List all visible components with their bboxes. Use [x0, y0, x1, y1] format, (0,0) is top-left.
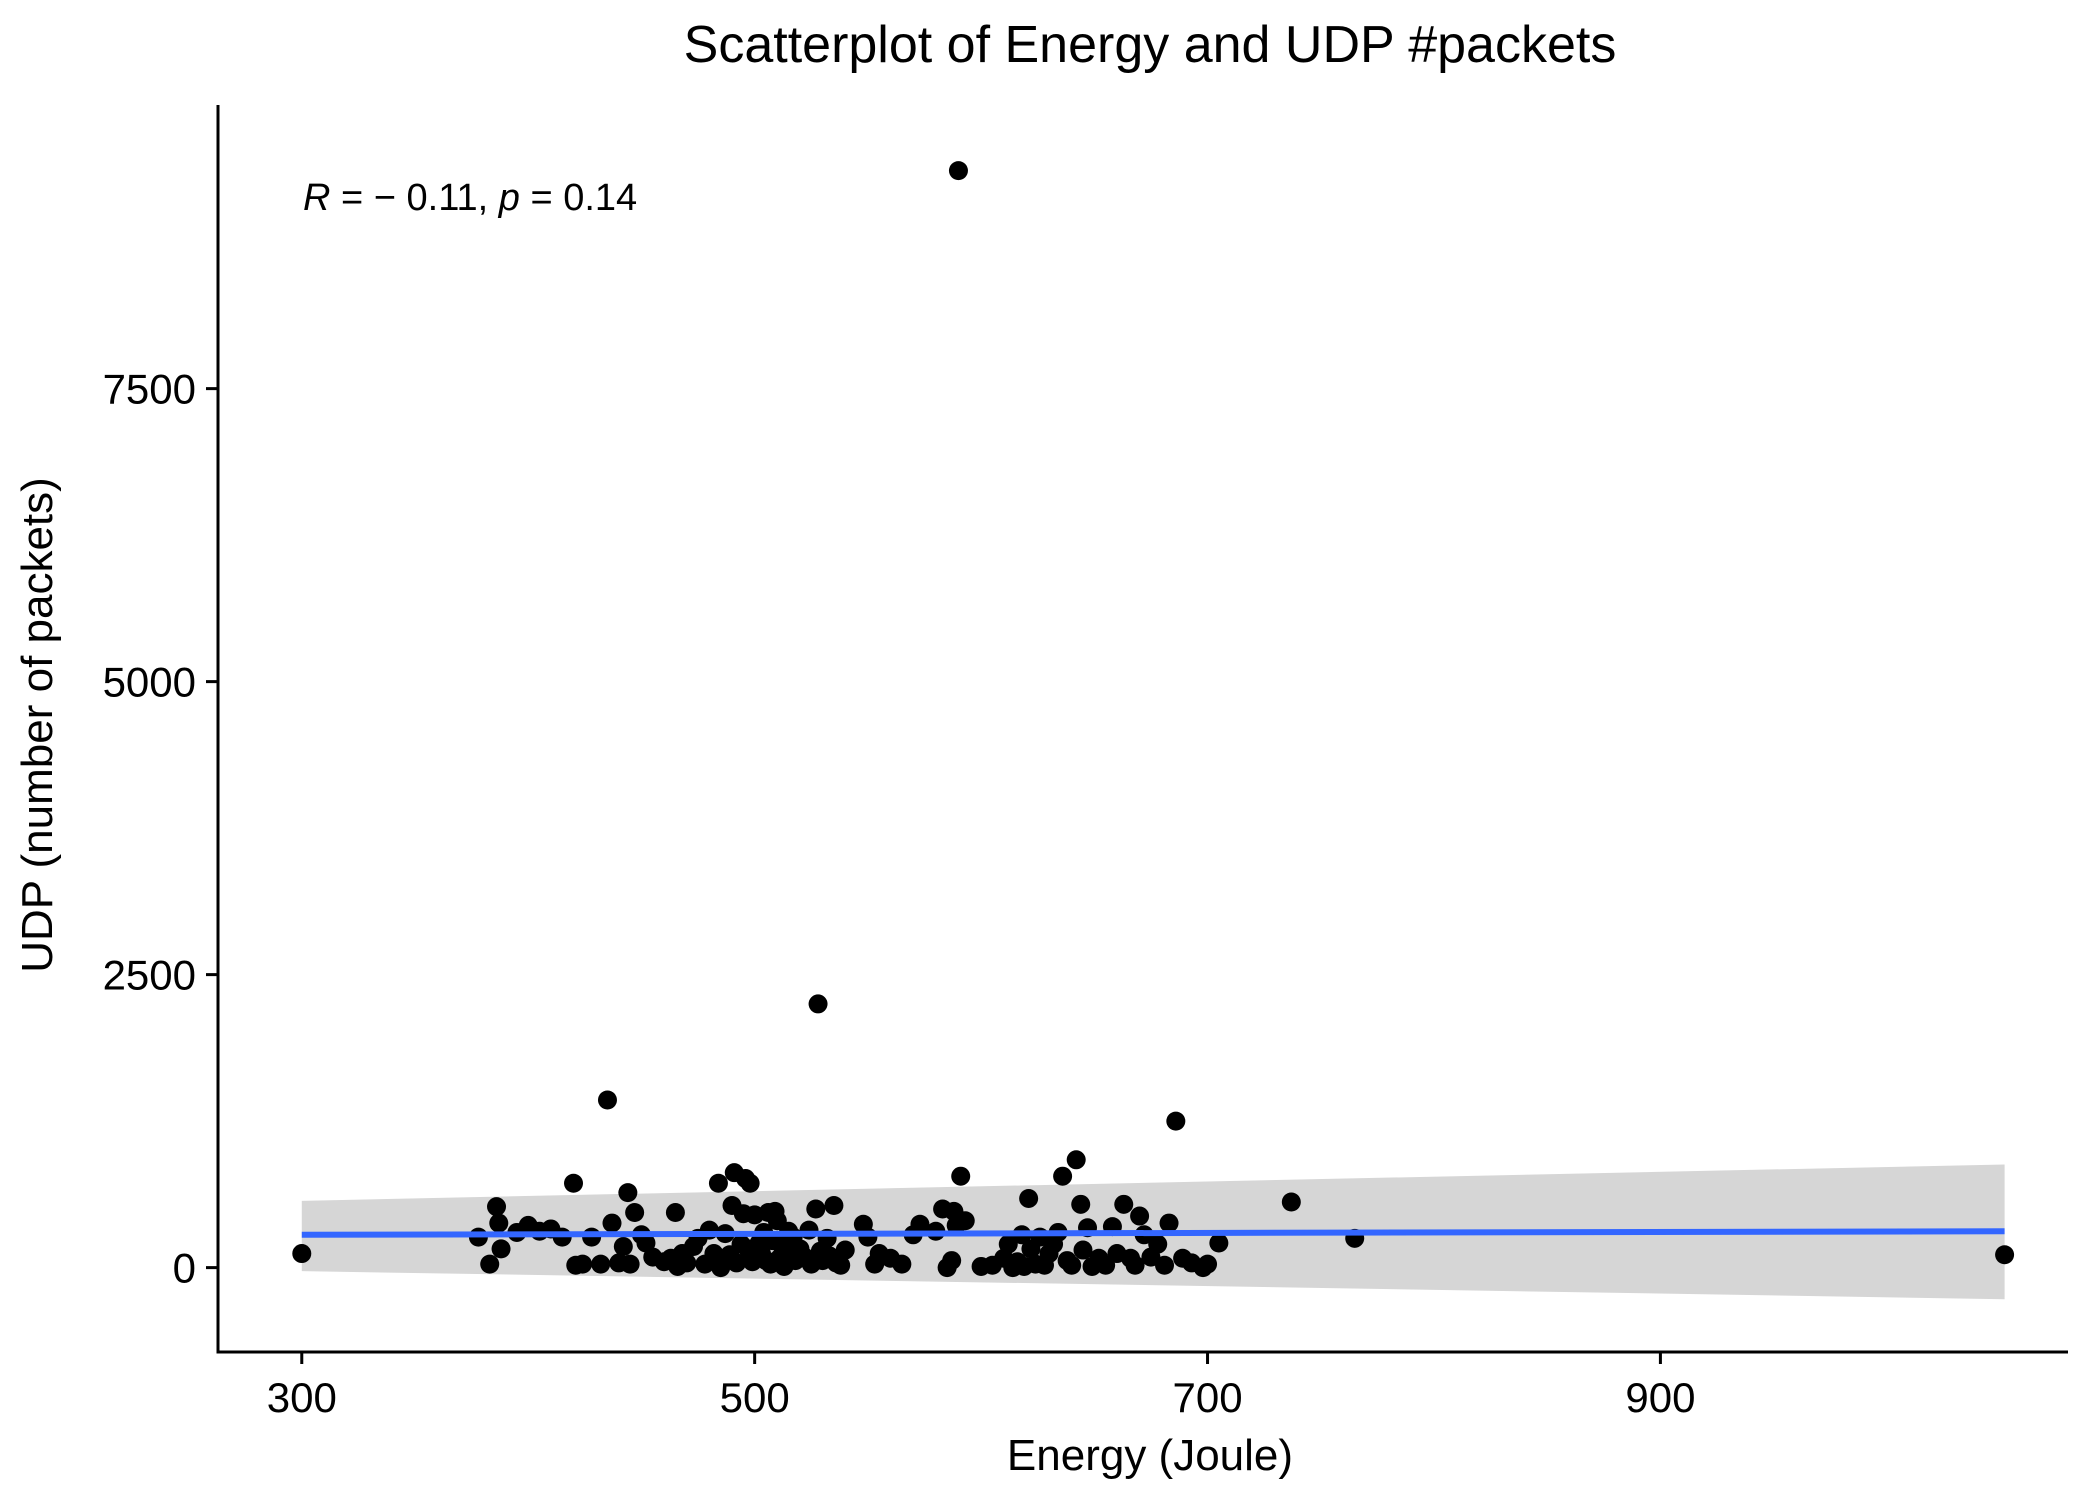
data-point-79 [831, 1255, 851, 1275]
data-point-139 [1198, 1254, 1218, 1274]
y-axis-ticks: 0 2500 5000 7500 [103, 366, 218, 1292]
regression-line [301, 1228, 2005, 1238]
data-point-15 [591, 1254, 611, 1274]
data-point-71 [806, 1199, 826, 1219]
data-point-117 [1066, 1150, 1086, 1170]
p-value: = 0.14 [520, 177, 637, 219]
data-point-0 [292, 1244, 312, 1264]
x-tick-label-500: 500 [720, 1374, 790, 1421]
data-point-116 [1062, 1255, 1082, 1275]
data-point-48 [740, 1173, 760, 1193]
data-point-140 [1209, 1233, 1229, 1253]
chart-title: Scatterplot of Energy and UDP #packets [684, 16, 1617, 74]
data-point-123 [1096, 1255, 1116, 1275]
data-point-5 [491, 1239, 511, 1259]
y-tick-label-0: 0 [173, 1245, 196, 1292]
data-point-43 [727, 1253, 747, 1273]
data-point-114 [1053, 1166, 1073, 1186]
data-point-129 [1130, 1206, 1150, 1226]
data-point-101 [998, 1234, 1018, 1254]
r-value: = − 0.11, [330, 177, 498, 219]
data-point-24 [636, 1233, 656, 1253]
data-point-22 [625, 1203, 645, 1223]
data-point-11 [564, 1173, 584, 1193]
x-axis-title: Energy (Joule) [1007, 1431, 1293, 1480]
data-point-16 [597, 1090, 617, 1110]
x-tick-label-300: 300 [267, 1374, 337, 1421]
data-point-80 [835, 1240, 855, 1260]
y-axis-title: UDP (number of packets) [13, 477, 62, 973]
p-symbol: p [498, 177, 520, 219]
data-point-21 [620, 1254, 640, 1274]
y-tick-label-2500: 2500 [103, 952, 196, 999]
data-point-118 [1071, 1194, 1091, 1214]
data-point-96 [951, 1166, 971, 1186]
plot-area [292, 161, 2015, 1300]
data-point-36 [704, 1244, 724, 1264]
x-axis-ticks: 300 500 700 900 [267, 1352, 1695, 1421]
y-tick-label-5000: 5000 [103, 659, 196, 706]
data-point-31 [677, 1253, 697, 1273]
correlation-annotation: R = − 0.11, p = 0.14 [303, 177, 637, 219]
data-point-143 [1995, 1245, 2015, 1265]
x-tick-label-900: 900 [1625, 1374, 1695, 1421]
data-point-92 [942, 1251, 962, 1271]
data-point-72 [808, 994, 828, 1014]
data-point-13 [573, 1254, 593, 1274]
y-tick-label-7500: 7500 [103, 366, 196, 413]
data-point-3 [487, 1197, 507, 1217]
data-point-97 [955, 1211, 975, 1231]
data-point-88 [910, 1214, 930, 1234]
r-symbol: R [303, 177, 330, 219]
data-point-133 [1155, 1255, 1175, 1275]
data-point-77 [824, 1196, 844, 1216]
data-point-2 [480, 1254, 500, 1274]
data-point-119 [1073, 1240, 1093, 1260]
data-point-141 [1281, 1192, 1301, 1212]
data-point-126 [1114, 1194, 1134, 1214]
x-tick-label-700: 700 [1172, 1374, 1242, 1421]
data-point-82 [858, 1227, 878, 1247]
data-point-37 [708, 1173, 728, 1193]
data-point-132 [1148, 1234, 1168, 1254]
data-point-128 [1125, 1255, 1145, 1275]
data-points [292, 161, 2015, 1278]
data-point-19 [613, 1237, 633, 1257]
data-point-106 [1019, 1188, 1039, 1208]
data-point-4 [489, 1213, 509, 1233]
data-point-134 [1159, 1213, 1179, 1233]
data-point-17 [602, 1213, 622, 1233]
data-point-95 [948, 161, 968, 181]
data-point-86 [892, 1254, 912, 1274]
data-point-20 [618, 1183, 638, 1203]
data-point-135 [1166, 1111, 1186, 1131]
data-point-28 [665, 1203, 685, 1223]
